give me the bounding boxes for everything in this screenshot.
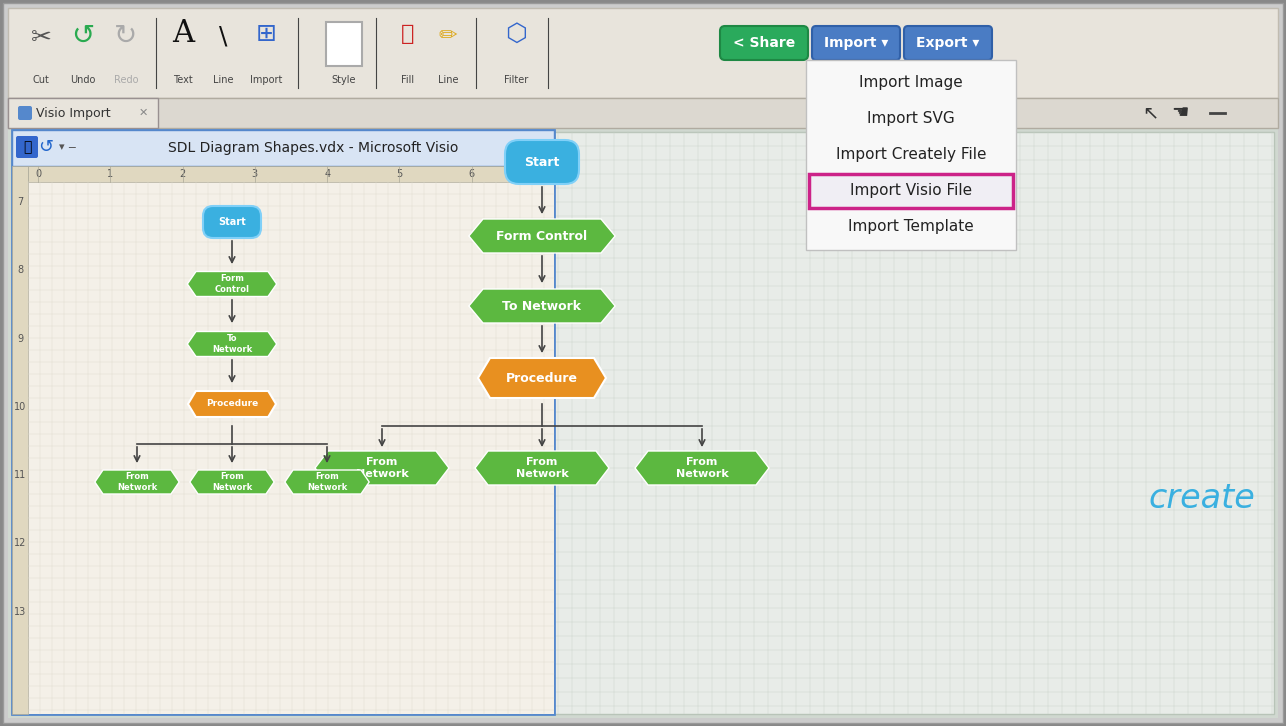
Bar xyxy=(28,166,554,182)
Bar xyxy=(12,130,554,714)
Text: ↖: ↖ xyxy=(1142,104,1159,123)
FancyBboxPatch shape xyxy=(505,140,579,184)
Text: Import Visio File: Import Visio File xyxy=(850,184,972,198)
Bar xyxy=(8,128,1278,718)
Text: 3: 3 xyxy=(252,169,258,179)
Polygon shape xyxy=(188,332,276,356)
Text: From
Network: From Network xyxy=(356,457,409,479)
Text: 2: 2 xyxy=(180,169,185,179)
FancyBboxPatch shape xyxy=(811,26,900,60)
Text: 4: 4 xyxy=(324,169,331,179)
Text: Import Image: Import Image xyxy=(859,76,963,91)
Text: 0: 0 xyxy=(35,169,41,179)
Text: A: A xyxy=(172,17,194,49)
Text: ─: ─ xyxy=(68,142,76,152)
Polygon shape xyxy=(95,470,179,494)
Polygon shape xyxy=(188,272,276,296)
Text: ✂: ✂ xyxy=(31,26,51,50)
Polygon shape xyxy=(188,391,276,417)
Text: Form Control: Form Control xyxy=(496,229,588,242)
Text: 8: 8 xyxy=(17,265,23,275)
Text: ⊞: ⊞ xyxy=(256,22,276,46)
Text: Import Creately File: Import Creately File xyxy=(836,147,986,163)
Text: From
Network: From Network xyxy=(675,457,728,479)
Text: ▾: ▾ xyxy=(59,142,64,152)
Text: Cut: Cut xyxy=(32,75,49,85)
Text: ↻: ↻ xyxy=(114,22,138,50)
FancyBboxPatch shape xyxy=(904,26,992,60)
FancyBboxPatch shape xyxy=(15,136,39,158)
Text: Fill: Fill xyxy=(401,75,414,85)
FancyBboxPatch shape xyxy=(203,206,261,238)
Text: 7: 7 xyxy=(17,197,23,207)
Text: 11: 11 xyxy=(14,470,26,480)
Text: 13: 13 xyxy=(14,607,26,616)
Text: To
Network: To Network xyxy=(212,334,252,354)
Bar xyxy=(809,174,1013,208)
Bar xyxy=(28,182,554,714)
Text: ✕: ✕ xyxy=(139,108,148,118)
Polygon shape xyxy=(190,470,274,494)
Polygon shape xyxy=(284,470,369,494)
Text: 1: 1 xyxy=(107,169,113,179)
Bar xyxy=(806,60,1016,250)
Text: To Network: To Network xyxy=(503,300,581,312)
Polygon shape xyxy=(469,219,615,253)
Text: ☚: ☚ xyxy=(1172,104,1188,123)
Text: create: create xyxy=(1148,481,1255,515)
Text: From
Network: From Network xyxy=(516,457,568,479)
Text: From
Network: From Network xyxy=(307,473,347,492)
Text: From
Network: From Network xyxy=(117,473,157,492)
Bar xyxy=(12,132,1274,714)
Bar xyxy=(12,130,554,166)
Text: Start: Start xyxy=(525,155,559,168)
Bar xyxy=(8,98,158,128)
Text: Import Template: Import Template xyxy=(849,219,974,234)
FancyBboxPatch shape xyxy=(18,106,32,120)
Bar xyxy=(8,8,1278,98)
Text: ⬡: ⬡ xyxy=(505,22,527,46)
Polygon shape xyxy=(315,451,449,485)
Text: < Share: < Share xyxy=(733,36,795,50)
Text: Visio Import: Visio Import xyxy=(36,107,111,120)
Text: Undo: Undo xyxy=(71,75,95,85)
Text: 12: 12 xyxy=(14,539,26,548)
Text: 💾: 💾 xyxy=(23,140,31,154)
Polygon shape xyxy=(475,451,610,485)
Text: ↺: ↺ xyxy=(39,138,54,156)
Text: 9: 9 xyxy=(17,333,23,343)
Polygon shape xyxy=(469,289,615,323)
Text: Export ▾: Export ▾ xyxy=(917,36,980,50)
Bar xyxy=(325,22,361,66)
Text: Filter: Filter xyxy=(504,75,529,85)
Text: Import SVG: Import SVG xyxy=(867,112,955,126)
Text: 6: 6 xyxy=(468,169,475,179)
Text: Form
Control: Form Control xyxy=(215,274,249,294)
Polygon shape xyxy=(478,358,606,398)
Text: Procedure: Procedure xyxy=(206,399,258,409)
FancyBboxPatch shape xyxy=(720,26,808,60)
Text: Start: Start xyxy=(219,217,246,227)
Bar xyxy=(8,98,1278,128)
Text: ✏: ✏ xyxy=(439,26,458,46)
Bar xyxy=(12,166,28,714)
Text: Import ▾: Import ▾ xyxy=(824,36,889,50)
Text: Line: Line xyxy=(212,75,233,85)
Text: 🪣: 🪣 xyxy=(401,24,414,44)
Polygon shape xyxy=(635,451,769,485)
Text: Redo: Redo xyxy=(113,75,139,85)
Bar xyxy=(26,20,57,58)
Text: Line: Line xyxy=(437,75,458,85)
Text: Text: Text xyxy=(174,75,193,85)
Text: Procedure: Procedure xyxy=(505,372,577,385)
Text: 10: 10 xyxy=(14,401,26,412)
Text: SDL Diagram Shapes.vdx - Microsoft Visio: SDL Diagram Shapes.vdx - Microsoft Visio xyxy=(167,141,458,155)
Text: \: \ xyxy=(219,24,228,48)
Text: 5: 5 xyxy=(396,169,403,179)
Text: Style: Style xyxy=(332,75,356,85)
Text: From
Network: From Network xyxy=(212,473,252,492)
Text: Import: Import xyxy=(249,75,282,85)
Text: ↺: ↺ xyxy=(72,22,95,50)
